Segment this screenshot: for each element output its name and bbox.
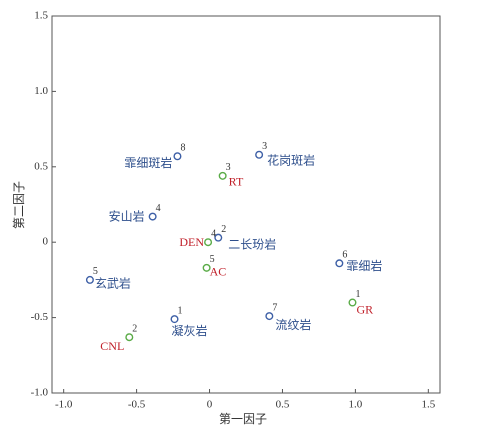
point-label: DEN [179,235,204,249]
point-label: 花岗斑岩 [267,152,315,167]
point-number: 8 [180,143,185,154]
point-label: 霏细斑岩 [124,155,172,170]
point-label: 凝灰岩 [172,323,208,338]
point-number: 5 [93,266,98,277]
point-number: 4 [211,228,216,239]
point-number: 7 [272,302,277,313]
point [218,171,227,180]
x-tick-label: -1.0 [55,399,73,411]
point [335,259,344,268]
point-number: 3 [262,141,267,152]
point [255,150,264,159]
y-axis-label: 第二因子 [12,181,26,229]
y-tick-label: -1.0 [31,387,49,399]
point [348,298,357,307]
point-number: 5 [210,254,215,265]
point-number: 1 [355,289,360,300]
plot-frame [51,15,441,394]
x-tick-label: 0 [207,399,213,411]
x-tick-label: -0.5 [128,399,146,411]
point-label: 霏细岩 [346,258,382,273]
point [265,312,274,321]
point-number: 3 [226,162,231,173]
point-number: 2 [221,224,226,235]
point-label: 流纹岩 [275,317,311,332]
point [202,263,211,272]
point [85,275,94,284]
point [125,333,134,342]
point-number: 6 [342,250,347,261]
point-label: 安山岩 [109,208,145,223]
point-number: 2 [132,324,137,335]
point [170,315,179,324]
point-label: GR [356,302,373,316]
point-label: RT [229,175,244,189]
x-tick-label: 1.5 [421,399,435,411]
point-label: CNL [100,339,124,353]
point-label: 玄武岩 [95,276,131,291]
y-tick-label: 0.5 [34,160,48,172]
y-tick-label: 0 [43,236,49,248]
point [148,212,157,221]
point-label: 二长玢岩 [228,236,276,251]
point-number: 1 [178,305,183,316]
point [173,152,182,161]
y-tick-label: 1.5 [34,10,48,22]
point-label: AC [210,265,227,279]
point [214,233,223,242]
y-tick-label: -0.5 [31,311,49,323]
x-tick-label: 1.0 [349,399,363,411]
x-axis-label: 第一因子 [219,412,267,426]
point-number: 4 [156,203,161,214]
x-tick-label: 0.5 [276,399,290,411]
point [204,238,213,247]
y-tick-label: 1.0 [34,85,48,97]
